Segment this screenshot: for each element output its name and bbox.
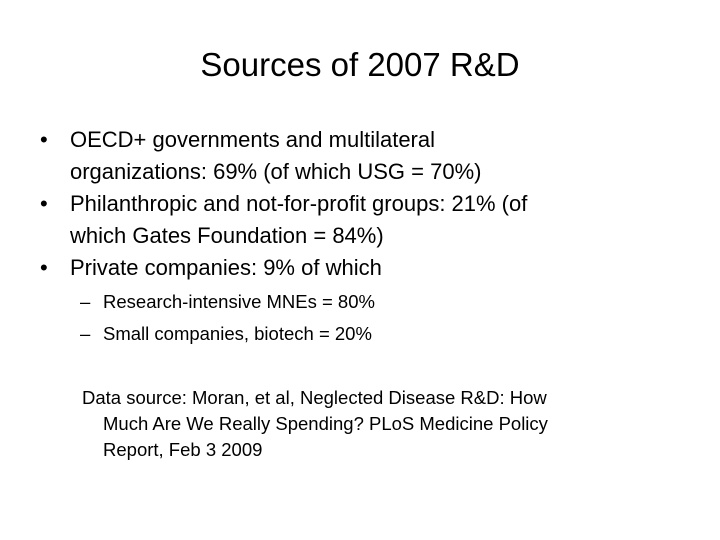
bullet-marker: • (40, 255, 48, 280)
source-text: Report, Feb 3 2009 (103, 439, 263, 460)
bullet-text: OECD+ governments and multilateral (70, 127, 435, 152)
sub-bullet-text: Small companies, biotech = 20% (103, 323, 372, 344)
bullet-marker: • (40, 191, 48, 216)
sub-bullet-marker: – (80, 291, 91, 312)
sub-bullet-marker: – (80, 323, 91, 344)
bullet-text: Philanthropic and not-for-profit groups:… (70, 191, 528, 216)
bullet-text: which Gates Foundation = 84%) (70, 223, 384, 248)
bullet-text: Private companies: 9% of which (70, 255, 382, 280)
source-text: Data source: Moran, et al, Neglected Dis… (82, 387, 547, 408)
slide-title: Sources of 2007 R&D (200, 46, 520, 83)
source-text: Much Are We Really Spending? PLoS Medici… (103, 413, 548, 434)
bullet-text: organizations: 69% (of which USG = 70%) (70, 159, 482, 184)
sub-bullet-text: Research-intensive MNEs = 80% (103, 291, 375, 312)
bullet-marker: • (40, 127, 48, 152)
